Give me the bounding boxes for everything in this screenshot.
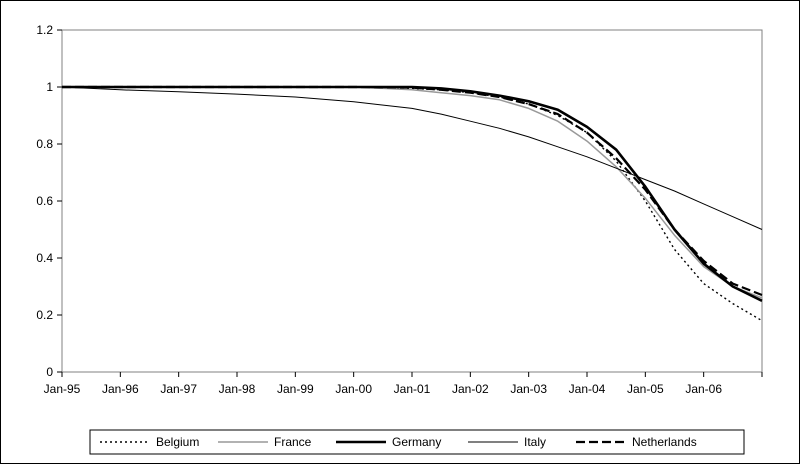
y-tick-label: 1.2 (36, 23, 53, 37)
x-tick-label: Jan-99 (277, 382, 314, 396)
legend: Belgium France Germany Italy Netherlands (100, 435, 697, 449)
legend-label: France (274, 435, 312, 449)
y-tick-label: 0.6 (36, 194, 53, 208)
series-line-italy (61, 86, 763, 230)
legend-item-belgium: Belgium (100, 435, 199, 449)
legend-item-france: France (218, 435, 312, 449)
y-axis: 0 0.2 0.4 0.6 0.8 1 1.2 (36, 23, 62, 379)
legend-label: Italy (524, 435, 546, 449)
x-tick-label: Jan-95 (44, 382, 81, 396)
legend-label: Netherlands (632, 435, 697, 449)
x-tick-label: Jan-01 (394, 382, 431, 396)
y-tick-label: 0.2 (36, 308, 53, 322)
x-tick-label: Jan-05 (627, 382, 664, 396)
x-tick-label: Jan-00 (335, 382, 372, 396)
legend-item-italy: Italy (468, 435, 546, 449)
x-tick-label: Jan-06 (685, 382, 722, 396)
x-tick-label: Jan-02 (452, 382, 489, 396)
legend-label: Germany (392, 435, 441, 449)
legend-label: Belgium (156, 435, 199, 449)
y-tick-label: 0.4 (36, 251, 53, 265)
y-tick-label: 1 (46, 80, 53, 94)
series-layer (61, 85, 763, 322)
y-tick-label: 0 (46, 365, 53, 379)
plot-area (61, 29, 763, 373)
x-tick-label: Jan-03 (510, 382, 547, 396)
y-tick-label: 0.8 (36, 137, 53, 151)
series-line-netherlands (62, 85, 763, 297)
x-tick-label: Jan-97 (160, 382, 197, 396)
x-tick-label: Jan-04 (569, 382, 606, 396)
x-tick-label: Jan-96 (102, 382, 139, 396)
legend-item-netherlands: Netherlands (576, 435, 697, 449)
legend-box (89, 429, 745, 455)
legend-item-germany: Germany (336, 435, 441, 449)
x-tick-label: Jan-98 (219, 382, 256, 396)
x-axis: Jan-95 Jan-96 Jan-97 Jan-98 Jan-99 Jan-00 Jan-… (44, 372, 763, 396)
